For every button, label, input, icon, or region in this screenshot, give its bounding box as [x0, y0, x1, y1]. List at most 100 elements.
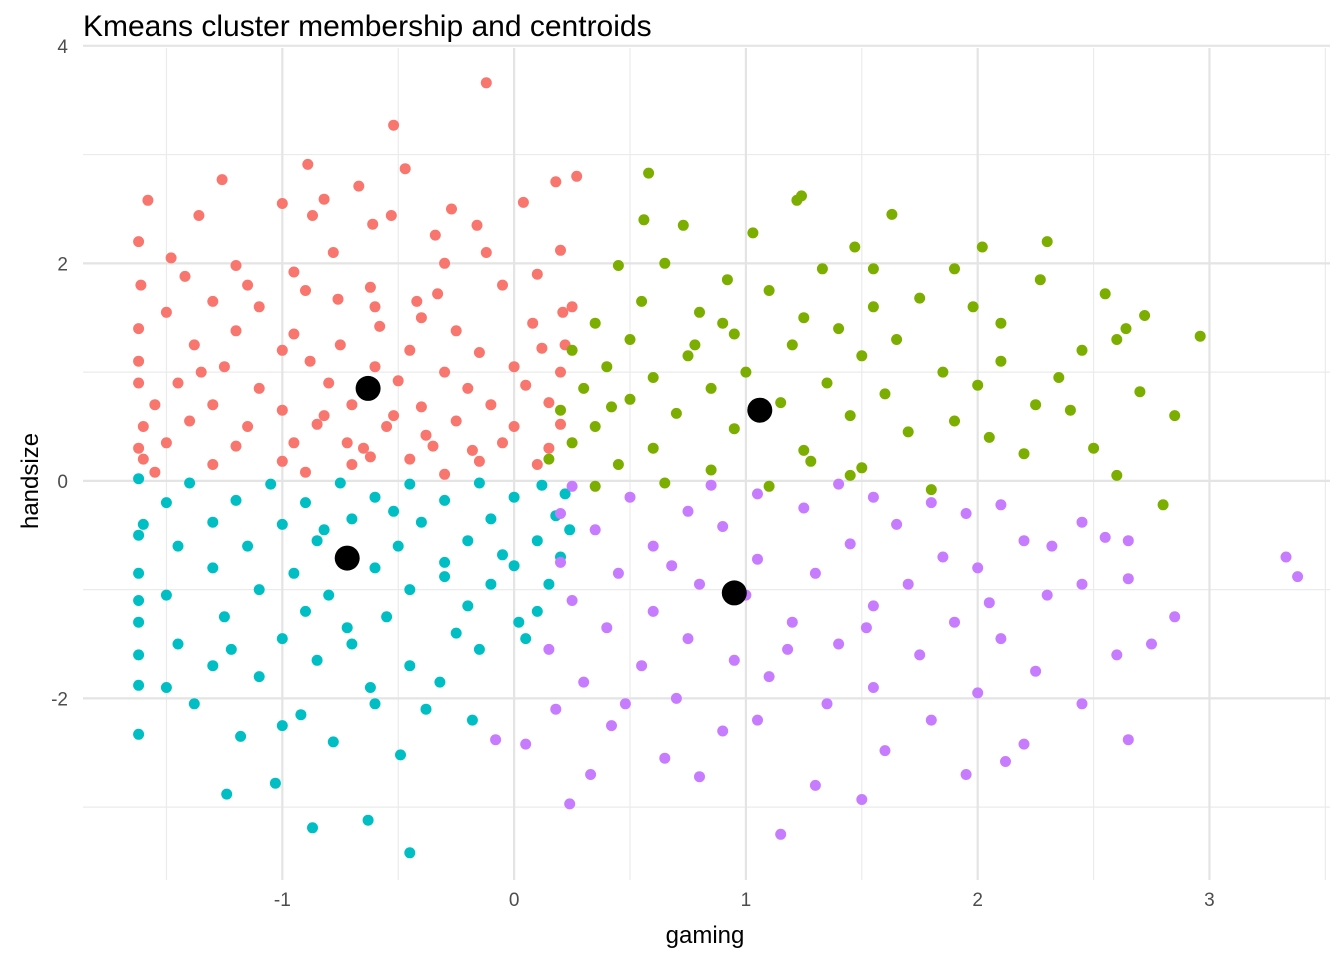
data-point [133, 377, 145, 389]
data-point [462, 600, 474, 612]
chart-title: Kmeans cluster membership and centroids [83, 10, 652, 43]
data-point [485, 399, 497, 411]
data-point [636, 660, 648, 672]
data-point [207, 459, 219, 470]
data-point [682, 633, 694, 645]
data-point [555, 508, 566, 519]
data-point [566, 301, 578, 313]
data-point [1134, 386, 1146, 398]
data-point [295, 709, 307, 721]
data-point [536, 479, 548, 491]
data-point [643, 167, 655, 179]
data-point [288, 437, 300, 449]
data-point [497, 279, 508, 291]
data-point [995, 355, 1007, 367]
data-point [207, 295, 219, 307]
data-point [450, 627, 462, 639]
data-point [886, 208, 898, 220]
data-point [218, 361, 230, 373]
data-point [133, 728, 145, 740]
data-point [983, 431, 995, 443]
data-point [466, 714, 478, 726]
data-point [589, 524, 601, 536]
data-point [566, 480, 578, 492]
y-tick-label: -2 [51, 689, 68, 710]
data-point [318, 410, 330, 422]
data-point [995, 499, 1007, 511]
data-point [647, 442, 659, 454]
data-point [160, 589, 172, 601]
data-point [925, 484, 937, 496]
data-point [364, 281, 376, 293]
data-point [520, 379, 532, 391]
data-point [367, 218, 379, 230]
data-point [450, 415, 462, 427]
data-point [137, 453, 149, 465]
data-point [300, 466, 311, 478]
data-point [311, 535, 323, 547]
data-point [265, 478, 277, 490]
data-point [555, 556, 566, 568]
data-point [276, 720, 288, 732]
data-point [659, 752, 671, 764]
x-tick-label: 3 [1204, 890, 1215, 911]
data-point [415, 401, 427, 413]
data-point [341, 622, 353, 634]
data-point [995, 317, 1007, 329]
data-point [585, 769, 597, 780]
data-point [844, 538, 856, 550]
x-tick-label: -1 [274, 890, 291, 911]
data-point [682, 350, 694, 362]
data-point [566, 595, 578, 606]
data-point [949, 616, 960, 628]
data-point [867, 263, 879, 275]
data-point [230, 260, 242, 271]
data-point [1018, 448, 1030, 460]
data-point [782, 643, 794, 655]
data-point [821, 698, 833, 710]
data-point [555, 244, 566, 256]
data-point [967, 301, 979, 313]
data-point [1157, 499, 1169, 511]
data-point [369, 562, 381, 574]
data-point [276, 404, 288, 416]
data-point [1120, 323, 1132, 335]
data-point [728, 328, 740, 340]
data-point [1053, 372, 1065, 383]
y-tick-label: 2 [57, 254, 68, 275]
data-point [253, 382, 265, 394]
data-point [508, 560, 520, 572]
data-point [578, 676, 590, 688]
data-point [1064, 404, 1076, 416]
data-point [972, 379, 984, 391]
data-point [728, 423, 740, 435]
data-point [763, 285, 775, 296]
data-point [404, 344, 416, 356]
data-point [856, 794, 868, 805]
data-point [133, 567, 145, 579]
data-point [809, 567, 821, 579]
data-point [508, 421, 520, 432]
data-point [188, 339, 200, 351]
data-point [242, 540, 254, 552]
data-point [960, 508, 972, 519]
data-point [462, 535, 474, 547]
data-point [624, 491, 636, 503]
data-point [473, 347, 485, 358]
data-point [165, 252, 177, 264]
y-tick-label: 4 [57, 37, 68, 58]
grid-minor [83, 48, 1330, 880]
data-point [1076, 516, 1088, 528]
data-point [388, 410, 400, 422]
data-point [230, 440, 242, 452]
data-point [914, 292, 926, 304]
data-point [902, 426, 914, 438]
data-point [601, 361, 613, 373]
data-point [1088, 442, 1100, 454]
data-point [1292, 571, 1304, 583]
data-point [346, 459, 358, 470]
data-point [404, 847, 416, 859]
data-point [647, 372, 659, 383]
data-point [606, 720, 617, 732]
data-point [369, 698, 381, 710]
